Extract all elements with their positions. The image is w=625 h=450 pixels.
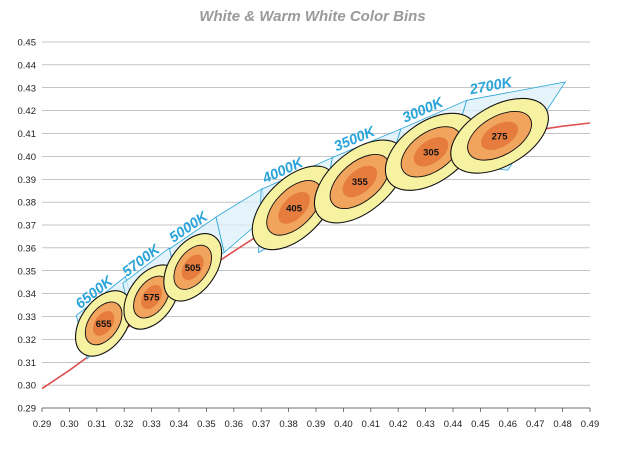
bin-label: 575 — [144, 293, 161, 304]
ellipse-layer — [75, 97, 549, 357]
y-tick-label: 0.41 — [18, 129, 37, 140]
x-tick-label: 0.48 — [553, 419, 572, 430]
x-tick-label: 0.43 — [416, 419, 435, 430]
x-tick-label: 0.31 — [88, 419, 107, 430]
x-tick-label: 0.38 — [279, 419, 298, 430]
ellipse-center — [181, 254, 204, 281]
axis-layer: 0.29 0.30 0.31 0.32 0.33 0.34 0.35 0.36 0.37 0.38… — [18, 38, 600, 431]
x-tick-label: 0.41 — [362, 419, 381, 430]
y-tick-label: 0.35 — [18, 266, 37, 277]
y-tick-label: 0.36 — [18, 243, 37, 254]
y-tick-label: 0.40 — [18, 152, 37, 163]
x-tick-label: 0.35 — [197, 419, 216, 430]
x-tick-label: 0.49 — [581, 419, 600, 430]
chart-title: White & Warm White Color Bins — [199, 8, 426, 25]
y-tick-label: 0.31 — [18, 358, 37, 369]
ellipse-center — [342, 165, 378, 198]
ellipse-center — [481, 121, 519, 150]
x-tick-label: 0.42 — [389, 419, 408, 430]
y-tick-label: 0.44 — [18, 60, 37, 71]
x-tick-label: 0.40 — [334, 419, 353, 430]
x-tick-label: 0.29 — [33, 419, 52, 430]
x-tick-label: 0.39 — [307, 419, 326, 430]
y-tick-label: 0.34 — [18, 289, 37, 300]
bin-label: 305 — [423, 147, 440, 158]
ellipse-center — [278, 191, 310, 224]
x-tick-label: 0.36 — [225, 419, 244, 430]
ellipse-center — [141, 284, 163, 310]
x-tick-label: 0.33 — [142, 419, 161, 430]
y-tick-label: 0.38 — [18, 198, 37, 209]
y-tick-label: 0.29 — [18, 404, 37, 415]
bin-label: 275 — [492, 131, 509, 142]
x-tick-label: 0.30 — [60, 419, 79, 430]
bin-label: 355 — [352, 177, 369, 188]
x-tick-label: 0.44 — [444, 419, 463, 430]
x-tick-label: 0.45 — [471, 419, 490, 430]
bin-label: 505 — [185, 263, 202, 274]
y-tick-label: 0.37 — [18, 221, 37, 232]
ellipse-center — [92, 311, 115, 336]
y-tick-label: 0.42 — [18, 106, 37, 117]
x-tick-label: 0.47 — [526, 419, 545, 430]
bin-label: 405 — [286, 203, 303, 214]
y-tick-label: 0.33 — [18, 312, 37, 323]
y-tick-label: 0.30 — [18, 381, 37, 392]
x-tick-label: 0.34 — [170, 419, 189, 430]
x-tick-label: 0.37 — [252, 419, 271, 430]
ellipse-center — [413, 137, 449, 167]
y-tick-label: 0.45 — [18, 38, 37, 49]
x-tick-label: 0.46 — [499, 419, 518, 430]
y-tick-label: 0.43 — [18, 83, 37, 94]
y-tick-label: 0.32 — [18, 335, 37, 346]
x-tick-label: 0.32 — [115, 419, 134, 430]
y-tick-label: 0.39 — [18, 175, 37, 186]
bin-label: 655 — [96, 319, 113, 330]
